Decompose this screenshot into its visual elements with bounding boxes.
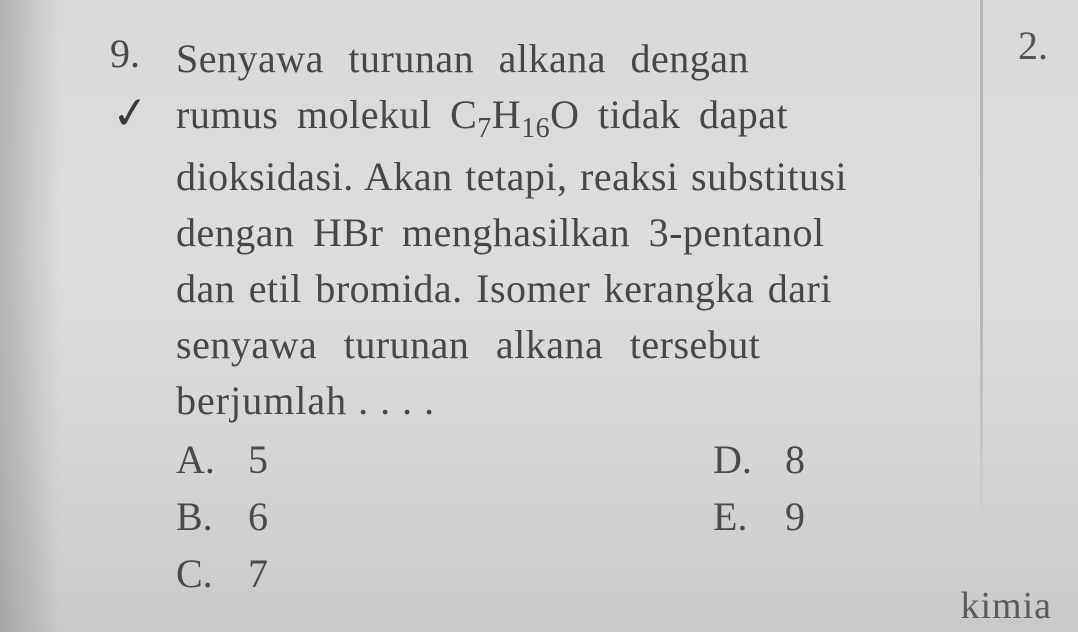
option-c-letter: C. [176,550,216,597]
text-line-6: senyawa turunan alkana tersebut [176,316,1030,374]
formula-sub-16: 16 [521,113,550,144]
text-line-5: dan etil bromida. Isomer kerangka dari [176,260,1030,318]
option-e: E. 9 [713,493,1030,540]
formula-h: H [492,92,521,137]
text-line-4: dengan HBr menghasilkan 3-pentanol [176,204,1030,262]
question-number: 9. [110,30,140,77]
handwritten-checkmark: ✓ [109,86,151,141]
option-d: D. 8 [713,436,1030,483]
text-line-7: berjumlah . . . . [176,372,1030,430]
bottom-corner-label: kimia [960,584,1052,628]
answer-options: A. 5 D. 8 B. 6 E. 9 C. 7 [176,436,1030,597]
option-e-letter: E. [713,493,753,540]
text-line-2: rumus molekul C7H16O tidak dapat [176,86,1030,150]
text-line-1: Senyawa turunan alkana dengan [176,30,1030,88]
formula-prefix: rumus molekul C [176,92,477,137]
text-line-3: dioksidasi. Akan tetapi, reaksi substitu… [176,148,1030,206]
question-container: 9. ✓ Senyawa turunan alkana dengan rumus… [0,0,1078,617]
formula-sub-7: 7 [477,113,492,144]
option-e-value: 9 [785,493,805,540]
formula-suffix: O tidak dapat [550,92,788,137]
option-a: A. 5 [176,436,493,483]
option-b-letter: B. [176,493,216,540]
option-d-letter: D. [713,436,753,483]
option-d-value: 8 [785,436,805,483]
option-c: C. 7 [176,550,493,597]
option-b: B. 6 [176,493,493,540]
option-c-value: 7 [248,550,268,597]
question-text: Senyawa turunan alkana dengan rumus mole… [176,30,1030,430]
option-a-value: 5 [248,436,268,483]
option-b-value: 6 [248,493,268,540]
option-a-letter: A. [176,436,216,483]
